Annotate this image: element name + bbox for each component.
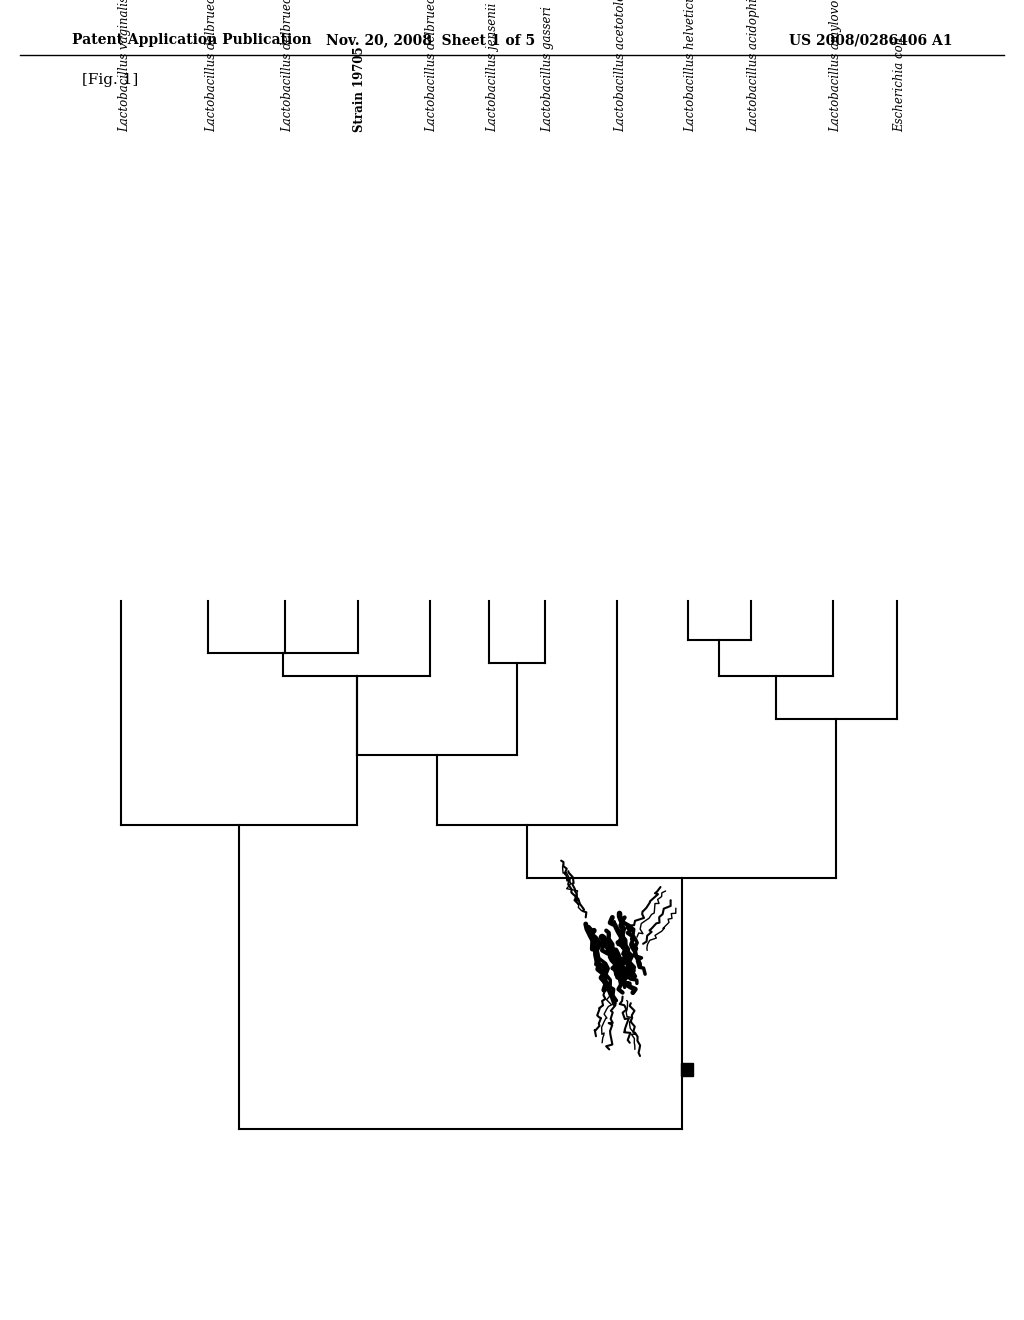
Text: Strain 19705: Strain 19705	[353, 46, 367, 132]
Text: Lactobacillus delbrueckii ssp. lactis: Lactobacillus delbrueckii ssp. lactis	[282, 0, 295, 132]
Text: Lactobacillus vaginalis: Lactobacillus vaginalis	[118, 0, 131, 132]
Text: [Fig. 1]: [Fig. 1]	[82, 73, 138, 87]
Text: Lactobacillus jensenii: Lactobacillus jensenii	[486, 3, 500, 132]
Text: Lactobacillus acidophilus: Lactobacillus acidophilus	[748, 0, 761, 132]
Text: Lactobacillus amylovorus: Lactobacillus amylovorus	[829, 0, 843, 132]
Text: Patent Application Publication: Patent Application Publication	[72, 33, 311, 48]
Text: Lactobacillus helveticus: Lactobacillus helveticus	[684, 0, 697, 132]
Text: Lactobacillus delbrueckii ssp. bulgaricus: Lactobacillus delbrueckii ssp. bulgaricu…	[205, 0, 218, 132]
Text: Lactobacillus gasseri: Lactobacillus gasseri	[541, 7, 554, 132]
Text: US 2008/0286406 A1: US 2008/0286406 A1	[788, 33, 952, 48]
Text: Lactobacillus delbrueckii ssp. delbrueckii: Lactobacillus delbrueckii ssp. delbrueck…	[425, 0, 438, 132]
Text: Nov. 20, 2008  Sheet 1 of 5: Nov. 20, 2008 Sheet 1 of 5	[326, 33, 535, 48]
Text: Escherichia coli: Escherichia coli	[893, 37, 906, 132]
Text: Lactobacillus acetotolerans: Lactobacillus acetotolerans	[614, 0, 628, 132]
